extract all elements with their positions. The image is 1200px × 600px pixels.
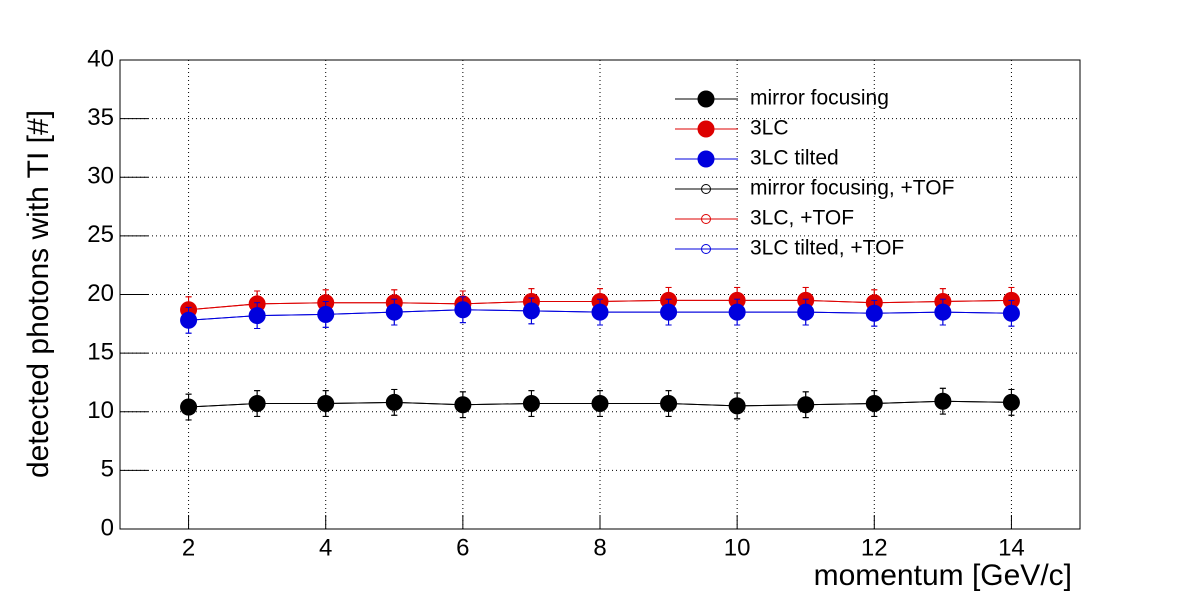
y-tick-label: 40 (87, 45, 114, 72)
x-axis-label: momentum [GeV/c] (814, 559, 1072, 592)
marker (522, 395, 540, 413)
marker (728, 303, 746, 321)
plot-frame (119, 59, 1081, 530)
legend-label: 3LC tilted (750, 147, 839, 170)
y-axis-label: detected photons with TI [#] (22, 110, 55, 478)
marker (317, 305, 335, 323)
legend-label: 3LC tilted, +TOF (750, 237, 904, 260)
legend-marker (701, 184, 711, 194)
y-tick-label: 20 (87, 280, 114, 307)
marker (248, 307, 266, 325)
legend-marker (697, 150, 715, 168)
marker (522, 302, 540, 320)
x-tick-label: 12 (861, 534, 888, 561)
legend-label: mirror focusing (750, 87, 889, 110)
y-tick-label: 15 (87, 338, 114, 365)
marker (385, 393, 403, 411)
legend-marker (701, 244, 711, 254)
y-tick-label: 5 (101, 456, 114, 483)
x-tick-label: 2 (182, 534, 195, 561)
marker (454, 301, 472, 319)
marker (660, 395, 678, 413)
legend-label: 3LC (750, 117, 789, 140)
marker (591, 395, 609, 413)
marker (934, 303, 952, 321)
marker (728, 397, 746, 415)
y-tick-label: 25 (87, 221, 114, 248)
marker (865, 304, 883, 322)
legend-label: 3LC, +TOF (750, 207, 854, 230)
marker (591, 303, 609, 321)
y-tick-label: 35 (87, 104, 114, 131)
marker (180, 311, 198, 329)
marker (934, 392, 952, 410)
legend-marker (697, 90, 715, 108)
legend-label: mirror focusing, +TOF (750, 177, 954, 200)
y-tick-label: 30 (87, 163, 114, 190)
y-tick-label: 0 (101, 514, 114, 541)
x-tick-label: 10 (724, 534, 751, 561)
marker (385, 303, 403, 321)
x-tick-label: 14 (998, 534, 1025, 561)
x-tick-label: 6 (456, 534, 469, 561)
marker (1002, 393, 1020, 411)
marker (317, 395, 335, 413)
marker (180, 398, 198, 416)
marker (248, 395, 266, 413)
marker (1002, 304, 1020, 322)
legend-marker (697, 120, 715, 138)
legend-marker (701, 214, 711, 224)
y-tick-label: 10 (87, 397, 114, 424)
marker (797, 396, 815, 414)
marker (454, 396, 472, 414)
marker (865, 395, 883, 413)
x-tick-label: 8 (593, 534, 606, 561)
marker (660, 303, 678, 321)
x-tick-label: 4 (319, 534, 332, 561)
marker (797, 303, 815, 321)
